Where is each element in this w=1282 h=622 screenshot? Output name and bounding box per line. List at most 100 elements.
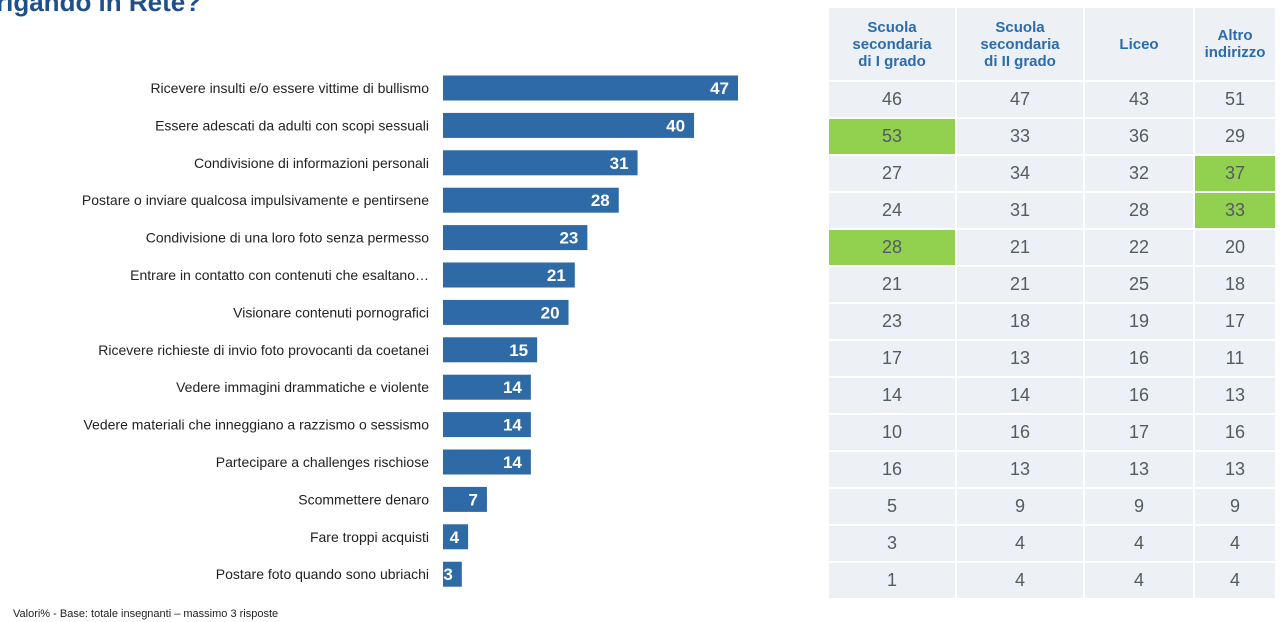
table-cell: 4: [1083, 526, 1193, 563]
bar: [443, 449, 531, 475]
table-cell: 13: [955, 452, 1083, 489]
header-line: Liceo: [1119, 35, 1159, 53]
table-cell: 17: [1083, 415, 1193, 452]
table-cell: 18: [955, 304, 1083, 341]
table-cell: 21: [955, 267, 1083, 304]
bar-value-label: 21: [547, 266, 566, 285]
table-cell: 16: [1083, 341, 1193, 378]
table-cell: 9: [1193, 489, 1275, 526]
bar: [443, 75, 738, 101]
table-cell: 29: [1193, 119, 1275, 156]
table-column-header: Scuola secondaria di I grado: [829, 8, 955, 82]
table-cell: 31: [955, 193, 1083, 230]
table-cell: 16: [955, 415, 1083, 452]
table-cell: 5: [829, 489, 955, 526]
header-line: secondaria: [852, 35, 932, 53]
table-cell: 36: [1083, 119, 1193, 156]
bar-value-label: 28: [591, 191, 610, 210]
category-label: Ricevere insulti e/o essere vittime di b…: [150, 80, 429, 96]
table-cell: 16: [1083, 378, 1193, 415]
bar-value-label: 7: [468, 490, 477, 509]
bar-value-label: 14: [503, 416, 522, 435]
bar: [443, 337, 538, 363]
table-row: 10 16 17 16: [829, 415, 1275, 452]
table-body: 46 47 43 51 53 33 36 29 27 34 32 37 24 31 28 33 28 21 22 20…: [829, 82, 1275, 600]
table-column-header: Liceo: [1083, 8, 1193, 82]
table-cell: 17: [829, 341, 955, 378]
table-cell: 16: [829, 452, 955, 489]
table-cell: 9: [1083, 489, 1193, 526]
bar-value-label: 4: [450, 528, 460, 547]
category-label: Visionare contenuti pornografici: [233, 304, 429, 320]
table-cell: 4: [955, 563, 1083, 600]
table-cell: 33: [955, 119, 1083, 156]
table-cell: 28: [829, 230, 955, 267]
table-cell: 17: [1193, 304, 1275, 341]
table-cell: 51: [1193, 82, 1275, 119]
table-cell: 33: [1193, 193, 1275, 230]
bar: [443, 225, 588, 251]
header-line: di I grado: [858, 52, 926, 70]
table-cell: 24: [829, 193, 955, 230]
category-label: Fare troppi acquisti: [310, 529, 429, 545]
category-label: Essere adescati da adulti con scopi sess…: [155, 117, 429, 133]
table-row: 23 18 19 17: [829, 304, 1275, 341]
category-label: Ricevere richieste di invio foto provoca…: [98, 342, 429, 358]
category-label: Postare o inviare qualcosa impulsivament…: [82, 192, 429, 208]
table-cell: 37: [1193, 156, 1275, 193]
table-cell: 27: [829, 156, 955, 193]
table-row: 14 14 16 13: [829, 378, 1275, 415]
table-cell: 21: [955, 230, 1083, 267]
table-cell: 1: [829, 563, 955, 600]
table-header-row: Scuola secondaria di I grado Scuola secondar…: [829, 8, 1275, 82]
table-row: 28 21 22 20: [829, 230, 1275, 267]
bar-value-label: 20: [541, 303, 560, 322]
table-cell: 53: [829, 119, 955, 156]
table-cell: 19: [1083, 304, 1193, 341]
table-cell: 10: [829, 415, 955, 452]
table-row: 17 13 16 11: [829, 341, 1275, 378]
table-cell: 14: [829, 378, 955, 415]
table-cell: 13: [1193, 452, 1275, 489]
bar: [443, 262, 575, 288]
category-label: Condivisione di una loro foto senza perm…: [146, 230, 429, 246]
table-cell: 21: [829, 267, 955, 304]
page-title: rigando in Rete?: [0, 0, 202, 17]
bar-value-label: 3: [443, 565, 452, 584]
breakdown-table: Scuola secondaria di I grado Scuola secondar…: [829, 8, 1275, 600]
header-line: di II grado: [984, 52, 1056, 70]
table-row: 24 31 28 33: [829, 193, 1275, 230]
table-column-header: Altro indirizzo: [1193, 8, 1275, 82]
category-label: Partecipare a challenges rischiose: [216, 454, 429, 470]
bar: [443, 561, 462, 587]
table-cell: 11: [1193, 341, 1275, 378]
table-row: 27 34 32 37: [829, 156, 1275, 193]
bar-chart: Ricevere insulti e/o essere vittime di b…: [82, 75, 738, 587]
table-cell: 3: [829, 526, 955, 563]
bar-value-label: 31: [610, 154, 629, 173]
bar: [443, 412, 531, 438]
bar-value-label: 23: [559, 229, 578, 248]
table-cell: 4: [955, 526, 1083, 563]
table-cell: 47: [955, 82, 1083, 119]
table-cell: 13: [955, 341, 1083, 378]
table-cell: 18: [1193, 267, 1275, 304]
category-label: Condivisione di informazioni personali: [194, 155, 429, 171]
header-line: secondaria: [980, 35, 1060, 53]
bar: [443, 299, 569, 325]
bar: [443, 524, 469, 550]
table-cell: 4: [1083, 563, 1193, 600]
bar: [443, 187, 619, 213]
table-column-header: Scuola secondaria di II grado: [955, 8, 1083, 82]
header-line: indirizzo: [1204, 44, 1266, 61]
table-cell: 25: [1083, 267, 1193, 304]
table-cell: 43: [1083, 82, 1193, 119]
bar-value-label: 40: [666, 116, 685, 135]
table-cell: 32: [1083, 156, 1193, 193]
table-cell: 46: [829, 82, 955, 119]
bar: [443, 112, 695, 138]
table-cell: 9: [955, 489, 1083, 526]
table-cell: 4: [1193, 526, 1275, 563]
